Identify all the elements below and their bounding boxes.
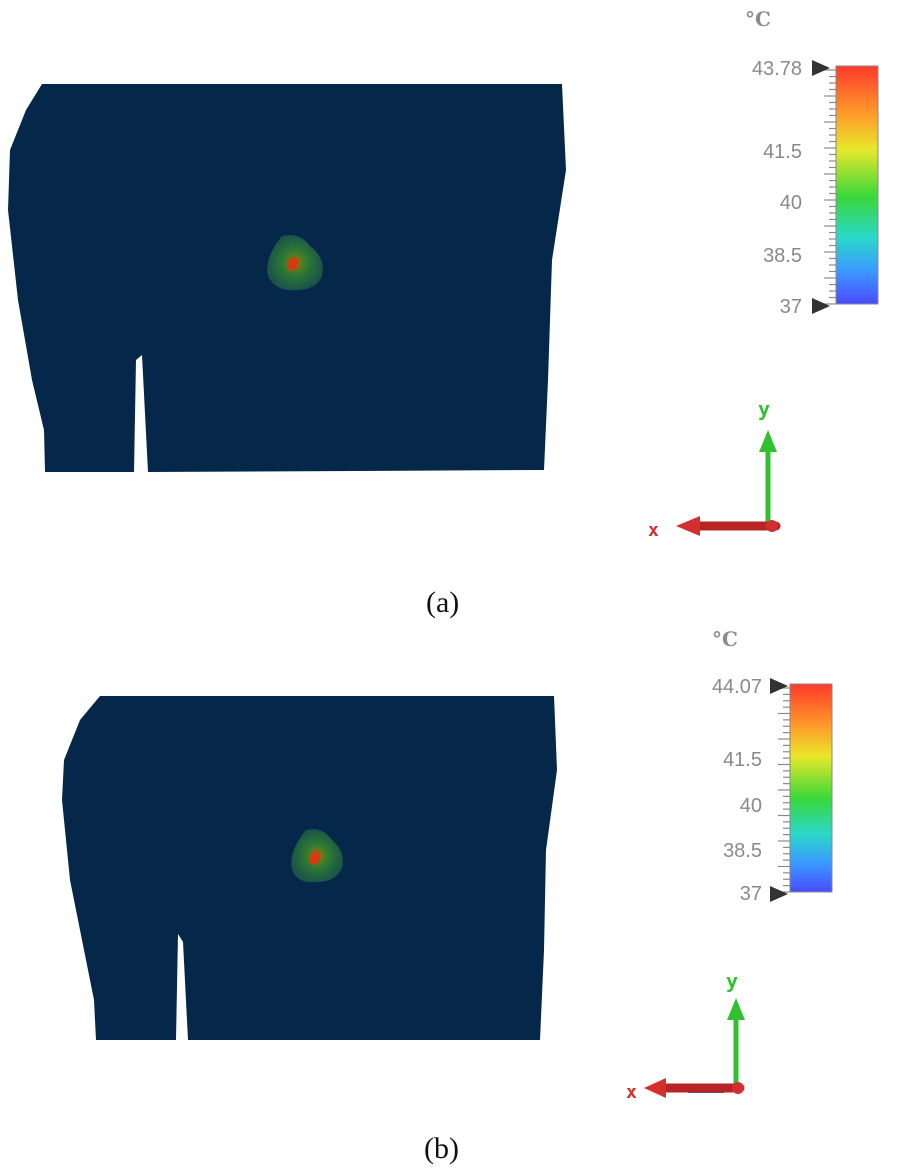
colorbar-min-label: 37 [740, 883, 762, 905]
y-axis-label: y [758, 397, 770, 421]
colorbar-labels: 43.78 41.5 40 38.5 37 [752, 58, 802, 318]
hotspot-core [287, 257, 299, 271]
colorbar-label: 38.5 [763, 245, 802, 267]
colorbar-label: 40 [740, 795, 762, 817]
figure-panel-a: °C 43.78 41.5 40 38.5 37 y x (a) [8, 7, 879, 619]
colorbar-min-label: 37 [780, 296, 802, 318]
colorbar-ticks [824, 69, 836, 305]
colorbar [789, 683, 833, 893]
colorbar-unit: °C [745, 7, 771, 31]
x-axis-label: x [648, 520, 659, 541]
axis-triad: y x [626, 969, 745, 1103]
min-marker-icon [770, 886, 788, 902]
colorbar-labels: 44.07 41.5 40 38.5 37 [712, 676, 762, 905]
figure-caption-b: (b) [424, 1132, 459, 1165]
colorbar-label: 41.5 [723, 749, 762, 771]
colorbar-unit: °C [712, 627, 738, 651]
thermal-view-b: °C 44.07 41.5 40 38.5 37 y x [62, 627, 833, 1103]
colorbar-ticks [778, 687, 790, 893]
triad-origin [766, 520, 778, 532]
colorbar-max-label: 44.07 [712, 676, 762, 698]
min-marker-icon [812, 298, 830, 314]
triad-origin [732, 1082, 744, 1094]
colorbar-label: 40 [780, 192, 802, 214]
x-arrowhead-icon [644, 1078, 666, 1098]
axis-triad: y x [648, 397, 781, 541]
max-marker-icon [770, 678, 788, 694]
y-arrowhead-icon [727, 998, 745, 1020]
x-arrowhead-icon [676, 516, 700, 536]
colorbar [835, 65, 879, 305]
colorbar-max-label: 43.78 [752, 58, 802, 80]
hotspot-core [309, 851, 321, 865]
y-arrowhead-icon [759, 430, 777, 452]
colorbar-label: 41.5 [763, 141, 802, 163]
max-marker-icon [812, 60, 830, 76]
figure-caption-a: (a) [426, 586, 460, 619]
colorbar-label: 38.5 [723, 840, 762, 862]
y-axis-label: y [726, 969, 738, 993]
x-axis-label: x [626, 1082, 637, 1103]
figure-panel-b: °C 44.07 41.5 40 38.5 37 y x (b) [0, 620, 900, 1168]
thermal-view-a: °C 43.78 41.5 40 38.5 37 y x [8, 7, 879, 541]
